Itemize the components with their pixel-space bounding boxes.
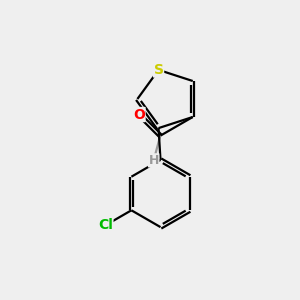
Text: Cl: Cl bbox=[98, 218, 113, 232]
Text: H: H bbox=[148, 154, 159, 167]
Text: O: O bbox=[133, 107, 145, 122]
Text: S: S bbox=[154, 63, 164, 77]
